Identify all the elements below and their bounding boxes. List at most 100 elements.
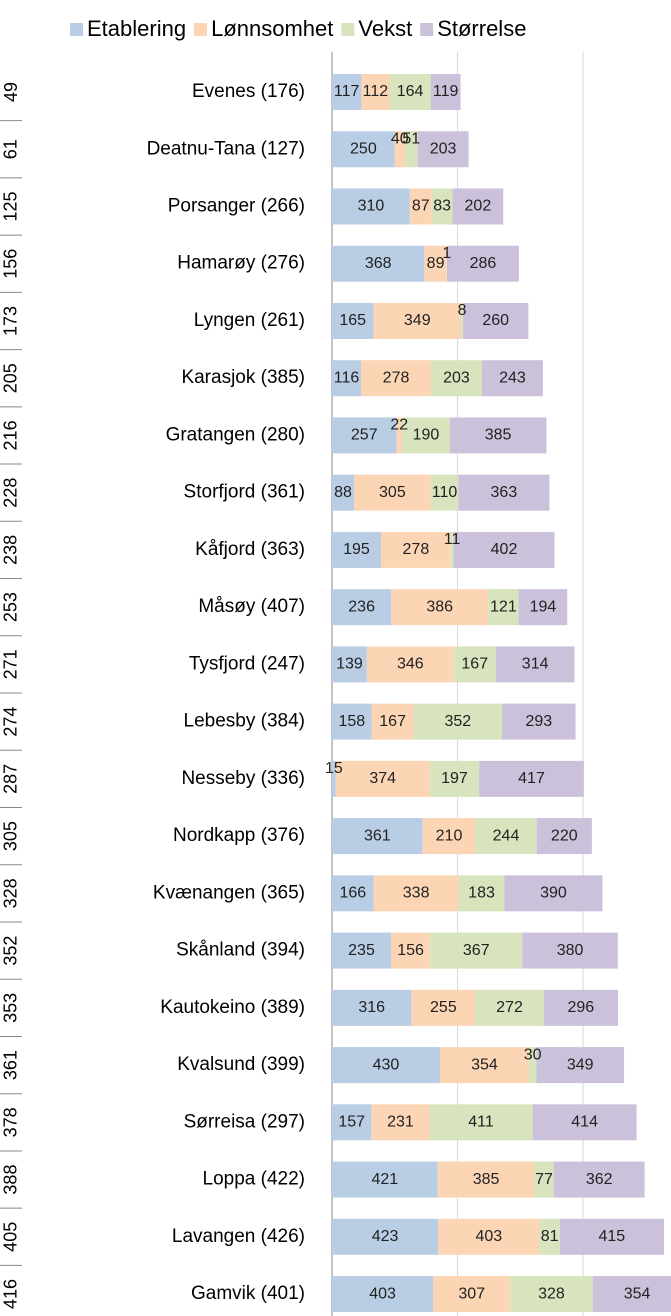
bar-segment	[391, 589, 489, 626]
bar-segment	[409, 188, 432, 225]
value-label: 203	[430, 140, 457, 157]
bar-segment	[361, 74, 390, 110]
value-label: 156	[397, 942, 424, 959]
category-label: Storfjord (361)	[184, 482, 305, 503]
labels: Etablering Lønnsomhet Vekst Størrelse Evenes…	[0, 16, 651, 1309]
bar-segment	[332, 474, 355, 511]
value-label: 346	[397, 656, 424, 673]
bar-segment	[518, 589, 568, 626]
rank-label: 253	[1, 592, 21, 622]
value-label: 255	[430, 999, 457, 1016]
bar-segment	[380, 531, 451, 568]
value-label: 417	[518, 770, 545, 787]
value-label: 117	[334, 83, 360, 100]
value-label: 430	[373, 1056, 400, 1073]
value-label: 22	[390, 417, 408, 434]
rank-label: 173	[1, 306, 21, 336]
bar-segment	[463, 302, 529, 339]
bar-segment	[332, 932, 392, 969]
value-label: 310	[358, 198, 385, 215]
category-label: Kvalsund (399)	[177, 1054, 305, 1075]
value-label: 354	[624, 1285, 651, 1302]
bar-segment	[453, 646, 496, 683]
bar-segment	[332, 1218, 439, 1255]
bar-segment	[534, 1161, 554, 1198]
bar-segment	[528, 1047, 537, 1084]
bar-segment	[458, 474, 550, 511]
category-label: Karasjok (385)	[181, 367, 305, 388]
value-label: 386	[426, 598, 453, 615]
bar-segment	[438, 1218, 540, 1255]
bar-segment	[394, 131, 405, 168]
legend-swatch	[341, 23, 355, 36]
value-label: 243	[499, 369, 526, 386]
value-label: 11	[444, 531, 461, 548]
bar-segment	[373, 302, 462, 339]
category-label: Deatnu-Tana (127)	[147, 138, 305, 159]
value-label: 190	[413, 427, 440, 444]
bar-segment	[429, 1104, 533, 1141]
bar-segment	[522, 932, 618, 969]
bar-segment	[332, 74, 362, 110]
bar-segment	[488, 589, 519, 626]
rank-label: 328	[1, 878, 21, 908]
legend-swatch	[70, 23, 83, 36]
bar-segment	[430, 74, 461, 110]
bar-segment	[332, 646, 367, 683]
bar-segment	[332, 1276, 434, 1313]
bar-segment	[404, 131, 418, 168]
value-label: 235	[348, 942, 375, 959]
value-label: 367	[463, 942, 490, 959]
category-label: Lyngen (261)	[194, 310, 305, 331]
legend-label: Vekst	[358, 16, 412, 41]
rank-label: 388	[1, 1165, 21, 1195]
value-label: 51	[402, 130, 420, 147]
bar-segment	[332, 531, 381, 568]
bar-segment	[536, 818, 592, 855]
value-label: 414	[571, 1114, 598, 1131]
category-label: Gratangen (280)	[166, 424, 305, 445]
value-label: 354	[471, 1056, 498, 1073]
bar-segment	[450, 531, 454, 568]
bar-segment	[532, 1104, 637, 1141]
rank-label: 405	[1, 1222, 21, 1252]
value-label: 374	[369, 770, 396, 787]
value-label: 210	[436, 827, 463, 844]
value-label: 166	[339, 885, 366, 902]
value-label: 88	[334, 484, 352, 501]
bar-segment	[429, 760, 480, 797]
value-label: 220	[551, 827, 578, 844]
bar-segment	[332, 1104, 372, 1141]
bar-segment	[332, 760, 336, 797]
category-label: Sørreisa (297)	[184, 1111, 305, 1132]
bar-segment	[396, 417, 403, 454]
bar-segment	[543, 989, 619, 1026]
rank-label: 49	[1, 82, 21, 102]
value-label: 183	[468, 885, 495, 902]
bar-segment	[332, 818, 423, 855]
value-label: 286	[470, 255, 497, 272]
rank-label: 274	[1, 707, 21, 737]
value-label: 403	[475, 1228, 502, 1245]
rank-label: 228	[1, 478, 21, 508]
legend-swatch	[194, 23, 208, 36]
value-label: 87	[412, 198, 430, 215]
value-label: 77	[535, 1171, 553, 1188]
category-label: Nordkapp (376)	[173, 825, 305, 846]
rank-label: 216	[1, 420, 21, 450]
rank-label: 156	[1, 249, 21, 279]
value-label: 110	[432, 484, 458, 501]
bar-segment	[332, 188, 410, 225]
value-label: 83	[433, 198, 451, 215]
value-label: 402	[491, 541, 518, 558]
value-label: 328	[538, 1285, 565, 1302]
value-label: 167	[379, 713, 406, 730]
value-label: 15	[325, 760, 343, 777]
value-label: 314	[522, 656, 549, 673]
bar-segment	[553, 1161, 645, 1198]
value-label: 403	[369, 1285, 396, 1302]
bar-segment	[332, 360, 362, 397]
bar-segment	[504, 875, 603, 912]
bar-segment	[431, 188, 453, 225]
bar-segment	[373, 875, 459, 912]
